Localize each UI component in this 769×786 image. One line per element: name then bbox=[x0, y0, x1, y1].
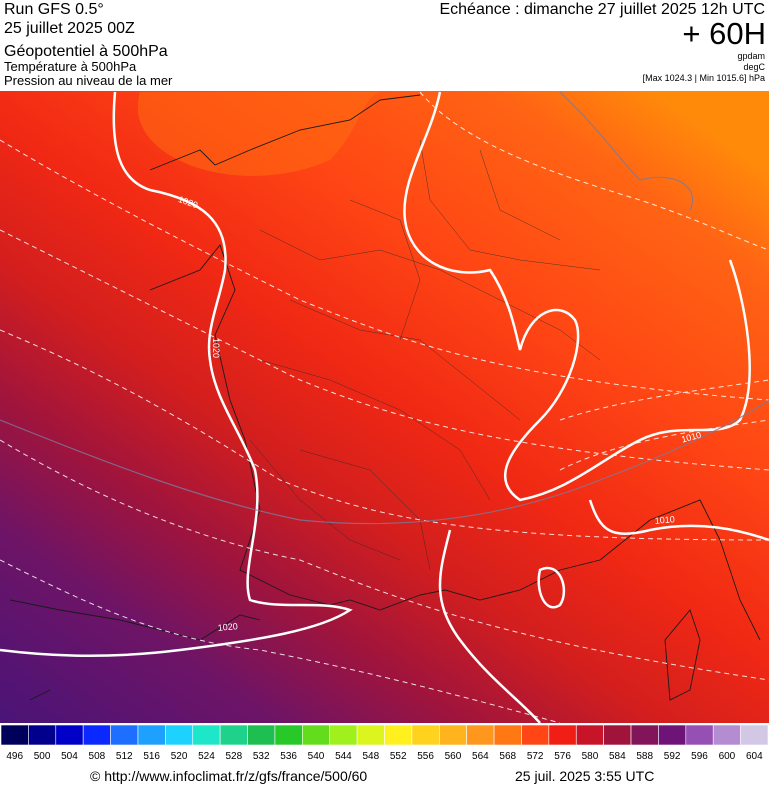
colorbar-swatch bbox=[630, 724, 659, 746]
colorbar-swatch bbox=[165, 724, 194, 746]
colorbar-label: 556 bbox=[417, 751, 434, 762]
colorbar-label: 572 bbox=[527, 751, 544, 762]
colorbar-label: 512 bbox=[116, 751, 133, 762]
run-title: Run GFS 0.5° bbox=[4, 1, 104, 18]
colorbar-label: 516 bbox=[143, 751, 160, 762]
colorbar-label: 532 bbox=[253, 751, 270, 762]
colorbar-swatch bbox=[28, 724, 57, 746]
run-date: 25 juillet 2025 00Z bbox=[4, 20, 135, 37]
map bbox=[0, 91, 769, 723]
contour-label: 1010 bbox=[654, 514, 675, 526]
coastlines bbox=[9, 94, 761, 701]
colorbar-swatch bbox=[0, 724, 29, 746]
colorbar-swatch bbox=[274, 724, 303, 746]
colorbar-label: 496 bbox=[6, 751, 23, 762]
colorbar-label: 552 bbox=[390, 751, 407, 762]
valid-time: Echéance : dimanche 27 juillet 2025 12h … bbox=[439, 1, 765, 18]
colorbar-swatch bbox=[356, 724, 385, 746]
field-3: Pression au niveau de la mer bbox=[4, 73, 173, 88]
colorbar-label: 588 bbox=[636, 751, 653, 762]
colorbar-swatch bbox=[219, 724, 248, 746]
unit-1: gpdam bbox=[737, 51, 765, 61]
colorbar-swatch bbox=[247, 724, 276, 746]
colorbar-label: 580 bbox=[582, 751, 599, 762]
colorbar-label: 540 bbox=[308, 751, 325, 762]
temperature-contours bbox=[0, 91, 769, 723]
colorbar-label: 528 bbox=[225, 751, 242, 762]
colorbar-swatch bbox=[575, 724, 604, 746]
field-1: Géopotentiel à 500hPa bbox=[4, 43, 168, 60]
colorbar-swatch bbox=[521, 724, 550, 746]
colorbar-label: 524 bbox=[198, 751, 215, 762]
colorbar-label: 536 bbox=[280, 751, 297, 762]
colorbar-label: 508 bbox=[89, 751, 106, 762]
colorbar-swatch bbox=[740, 724, 769, 746]
isobars bbox=[0, 91, 769, 723]
contour-label: 1020 bbox=[217, 621, 238, 633]
colorbar-swatch bbox=[658, 724, 687, 746]
colorbar-label: 500 bbox=[34, 751, 51, 762]
colorbar-swatch bbox=[192, 724, 221, 746]
colorbar-swatch bbox=[466, 724, 495, 746]
generated-time: 25 juil. 2025 3:55 UTC bbox=[515, 768, 654, 784]
colorbar-label: 568 bbox=[499, 751, 516, 762]
source-link[interactable]: © http://www.infoclimat.fr/z/gfs/france/… bbox=[90, 768, 367, 784]
colorbar-swatch bbox=[411, 724, 440, 746]
colorbar-swatch bbox=[493, 724, 522, 746]
geopotential-contours bbox=[0, 91, 769, 525]
colorbar-label: 592 bbox=[664, 751, 681, 762]
colorbar-label: 604 bbox=[746, 751, 763, 762]
lead-time: + 60H bbox=[682, 16, 766, 51]
colorbar-swatch bbox=[55, 724, 84, 746]
colorbar-label: 564 bbox=[472, 751, 489, 762]
colorbar-swatch bbox=[685, 724, 714, 746]
colorbar-swatch bbox=[438, 724, 467, 746]
colorbar-swatch bbox=[82, 724, 111, 746]
colorbar-label: 548 bbox=[362, 751, 379, 762]
colorbar-label: 520 bbox=[171, 751, 188, 762]
colorbar-label: 596 bbox=[691, 751, 708, 762]
colorbar-swatch bbox=[603, 724, 632, 746]
colorbar-label: 560 bbox=[445, 751, 462, 762]
colorbar-label: 544 bbox=[335, 751, 352, 762]
unit-3: [Max 1024.3 | Min 1015.6] hPa bbox=[643, 73, 765, 83]
field-2: Température à 500hPa bbox=[4, 59, 137, 74]
colorbar-swatch bbox=[384, 724, 413, 746]
colorbar-label: 584 bbox=[609, 751, 626, 762]
colorbar-swatch bbox=[548, 724, 577, 746]
temperature-field bbox=[0, 91, 769, 723]
unit-2: degC bbox=[743, 62, 765, 72]
contour-label: 1020 bbox=[211, 338, 221, 358]
colorbar-label: 504 bbox=[61, 751, 78, 762]
colorbar-swatch bbox=[329, 724, 358, 746]
warm-area bbox=[137, 92, 380, 176]
colorbar-label: 600 bbox=[719, 751, 736, 762]
colorbar-swatch bbox=[110, 724, 139, 746]
colorbar-label: 576 bbox=[554, 751, 571, 762]
colorbar-swatch bbox=[137, 724, 166, 746]
colorbar: 496 500 504 508 512 516 520 524 528 532 536 540 544 5… bbox=[0, 724, 769, 762]
colorbar-swatch bbox=[302, 724, 331, 746]
borders bbox=[249, 139, 601, 571]
colorbar-swatch bbox=[712, 724, 741, 746]
